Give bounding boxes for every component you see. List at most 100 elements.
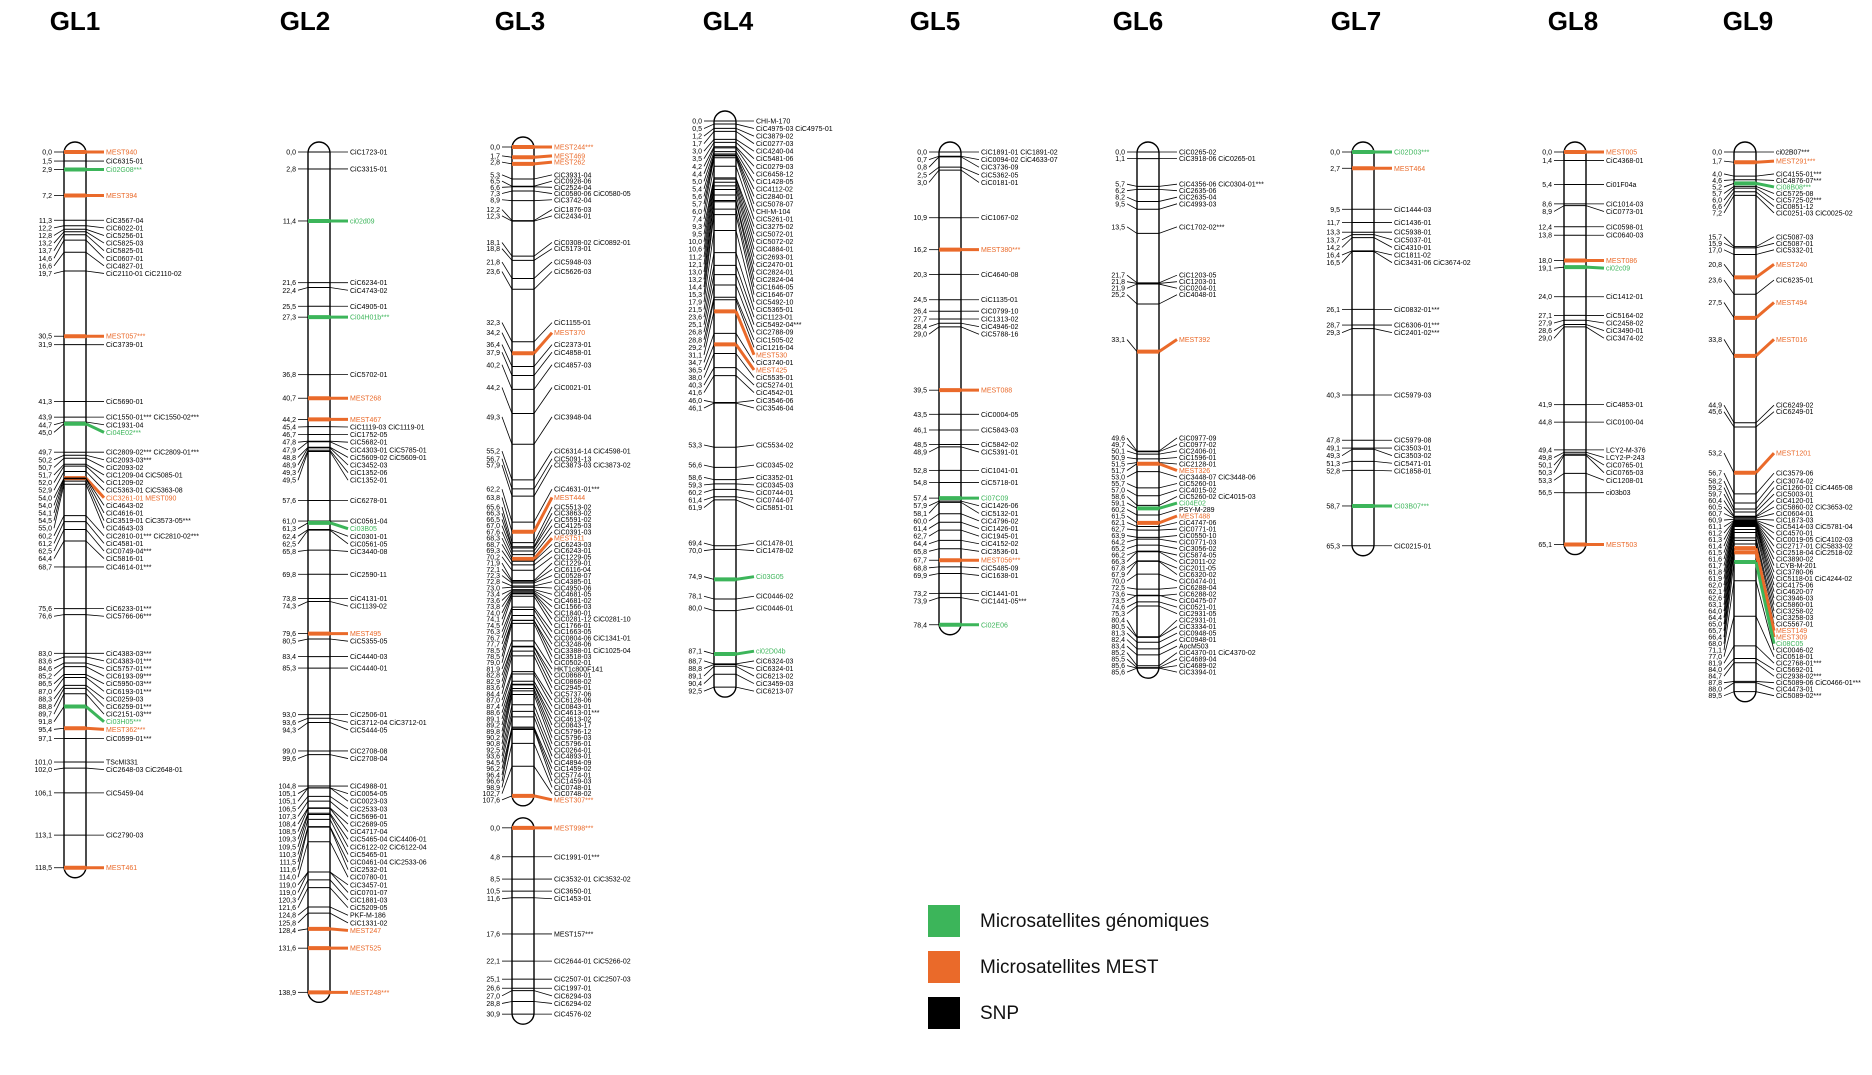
marker-position: 93,6 (282, 720, 296, 727)
position-connector (1723, 681, 1735, 684)
marker-position: 53,0 (1111, 474, 1125, 481)
marker-position: 84,0 (1708, 667, 1722, 674)
marker-connector (85, 677, 105, 692)
position-connector (928, 539, 940, 545)
marker-position: 80,5 (282, 639, 296, 646)
marker-name: CiC0748-01 (554, 785, 591, 792)
marker-position: 87,1 (688, 649, 702, 656)
chromosome-bar (511, 817, 535, 1025)
marker-connector (533, 458, 553, 490)
marker-connector (533, 1001, 553, 1004)
position-connector (928, 548, 940, 552)
position-connector (703, 444, 715, 448)
marker-connector (1585, 451, 1605, 458)
marker-name: Ci08B08*** (1776, 184, 1811, 191)
marker-connector (533, 623, 553, 663)
marker-position: 49,7 (1111, 442, 1125, 449)
position-connector (1723, 513, 1735, 519)
marker-connector (533, 154, 553, 159)
marker-connector (735, 189, 755, 257)
marker-position: 65,8 (913, 549, 927, 556)
marker-position: 88,7 (688, 658, 702, 665)
marker-connector (735, 185, 755, 250)
position-connector (297, 522, 309, 529)
marker-connector (1755, 263, 1775, 279)
position-connector (1723, 543, 1735, 625)
position-connector (1126, 601, 1138, 608)
marker-connector (735, 375, 755, 393)
position-connector (297, 287, 309, 291)
chromosome-bar (1733, 141, 1757, 703)
marker-connector (533, 271, 553, 290)
marker-name: MEST370 (554, 330, 585, 337)
marker-name: CiC5078-07 (756, 201, 793, 208)
marker-position: 20,3 (913, 272, 927, 279)
marker-position: 14,4 (688, 284, 702, 291)
marker-connector (735, 230, 755, 303)
marker-position: 49,3 (1326, 453, 1340, 460)
marker-position: 10,0 (688, 239, 702, 246)
marker-position: 57,4 (913, 496, 927, 503)
marker-name: MEST307*** (554, 797, 594, 804)
marker-name: CiC1352-06 (350, 470, 387, 477)
marker-connector (1158, 639, 1178, 650)
marker-position: 101,0 (34, 760, 52, 767)
position-connector (297, 871, 309, 893)
marker-connector (533, 261, 553, 279)
marker-connector (735, 214, 755, 295)
marker-position: 48,9 (913, 450, 927, 457)
marker-connector (329, 827, 349, 870)
marker-name: CiC0598-01 (1606, 224, 1643, 231)
position-connector (297, 819, 309, 855)
position-connector (53, 270, 65, 274)
legend-item-genomic: Microsatellites génomiques (928, 905, 1348, 939)
position-connector (1126, 339, 1138, 352)
marker-name: CiC5535-01 (756, 375, 793, 382)
marker-connector (1755, 525, 1775, 586)
marker-position: 61,5 (1708, 550, 1722, 557)
linkage-group-title: GL9 (1723, 6, 1774, 36)
marker-position: 26,6 (486, 986, 500, 993)
marker-name: CiC5948-03 (554, 260, 591, 267)
marker-name: CiC1155-01 (554, 320, 591, 327)
marker-connector (1755, 580, 1775, 651)
marker-name: CiC4440-03 (350, 654, 387, 661)
marker-name: CiC3532-01 CiC3532-02 (554, 877, 631, 884)
position-connector (1126, 444, 1138, 453)
marker-connector (1755, 159, 1775, 164)
marker-connector (533, 180, 553, 187)
marker-position: 31,9 (38, 342, 52, 349)
position-connector (1126, 437, 1138, 452)
marker-name: CiC0604-01 (1776, 511, 1813, 518)
position-connector (1723, 493, 1735, 513)
marker-position: 44,7 (38, 422, 52, 429)
marker-name: ci02d09 (350, 218, 375, 225)
marker-connector (533, 242, 553, 257)
marker-position: 17,0 (1708, 247, 1722, 254)
marker-name: CiC0749-04*** (106, 548, 152, 555)
marker-position: 50,1 (1111, 448, 1125, 455)
marker-position: 73,6 (1111, 592, 1125, 599)
marker-name: CiC2635-04 (1179, 195, 1216, 202)
marker-connector (329, 887, 349, 908)
position-connector (501, 575, 513, 584)
marker-name: ci02B07*** (1776, 150, 1810, 157)
marker-name: CiC3459-03 (756, 681, 793, 688)
marker-position: 62,6 (1708, 596, 1722, 603)
marker-position: 0,0 (42, 150, 52, 157)
marker-position: 16,4 (1326, 252, 1340, 259)
marker-name: CiC3258-02 (1776, 609, 1813, 616)
position-connector (501, 623, 513, 663)
marker-name: MEST291*** (1776, 159, 1816, 166)
position-connector (53, 484, 65, 529)
linkage-group-title: GL1 (50, 6, 101, 36)
marker-connector (85, 463, 105, 476)
marker-connector (735, 155, 755, 197)
chromosome-bar (511, 136, 535, 807)
position-connector (297, 717, 309, 723)
position-connector (1126, 667, 1138, 673)
marker-name: CiC1203-05 (1179, 273, 1216, 280)
marker-position: 83,4 (1111, 644, 1125, 651)
marker-name: CiC3388-01 CiC1025-04 (554, 648, 631, 655)
